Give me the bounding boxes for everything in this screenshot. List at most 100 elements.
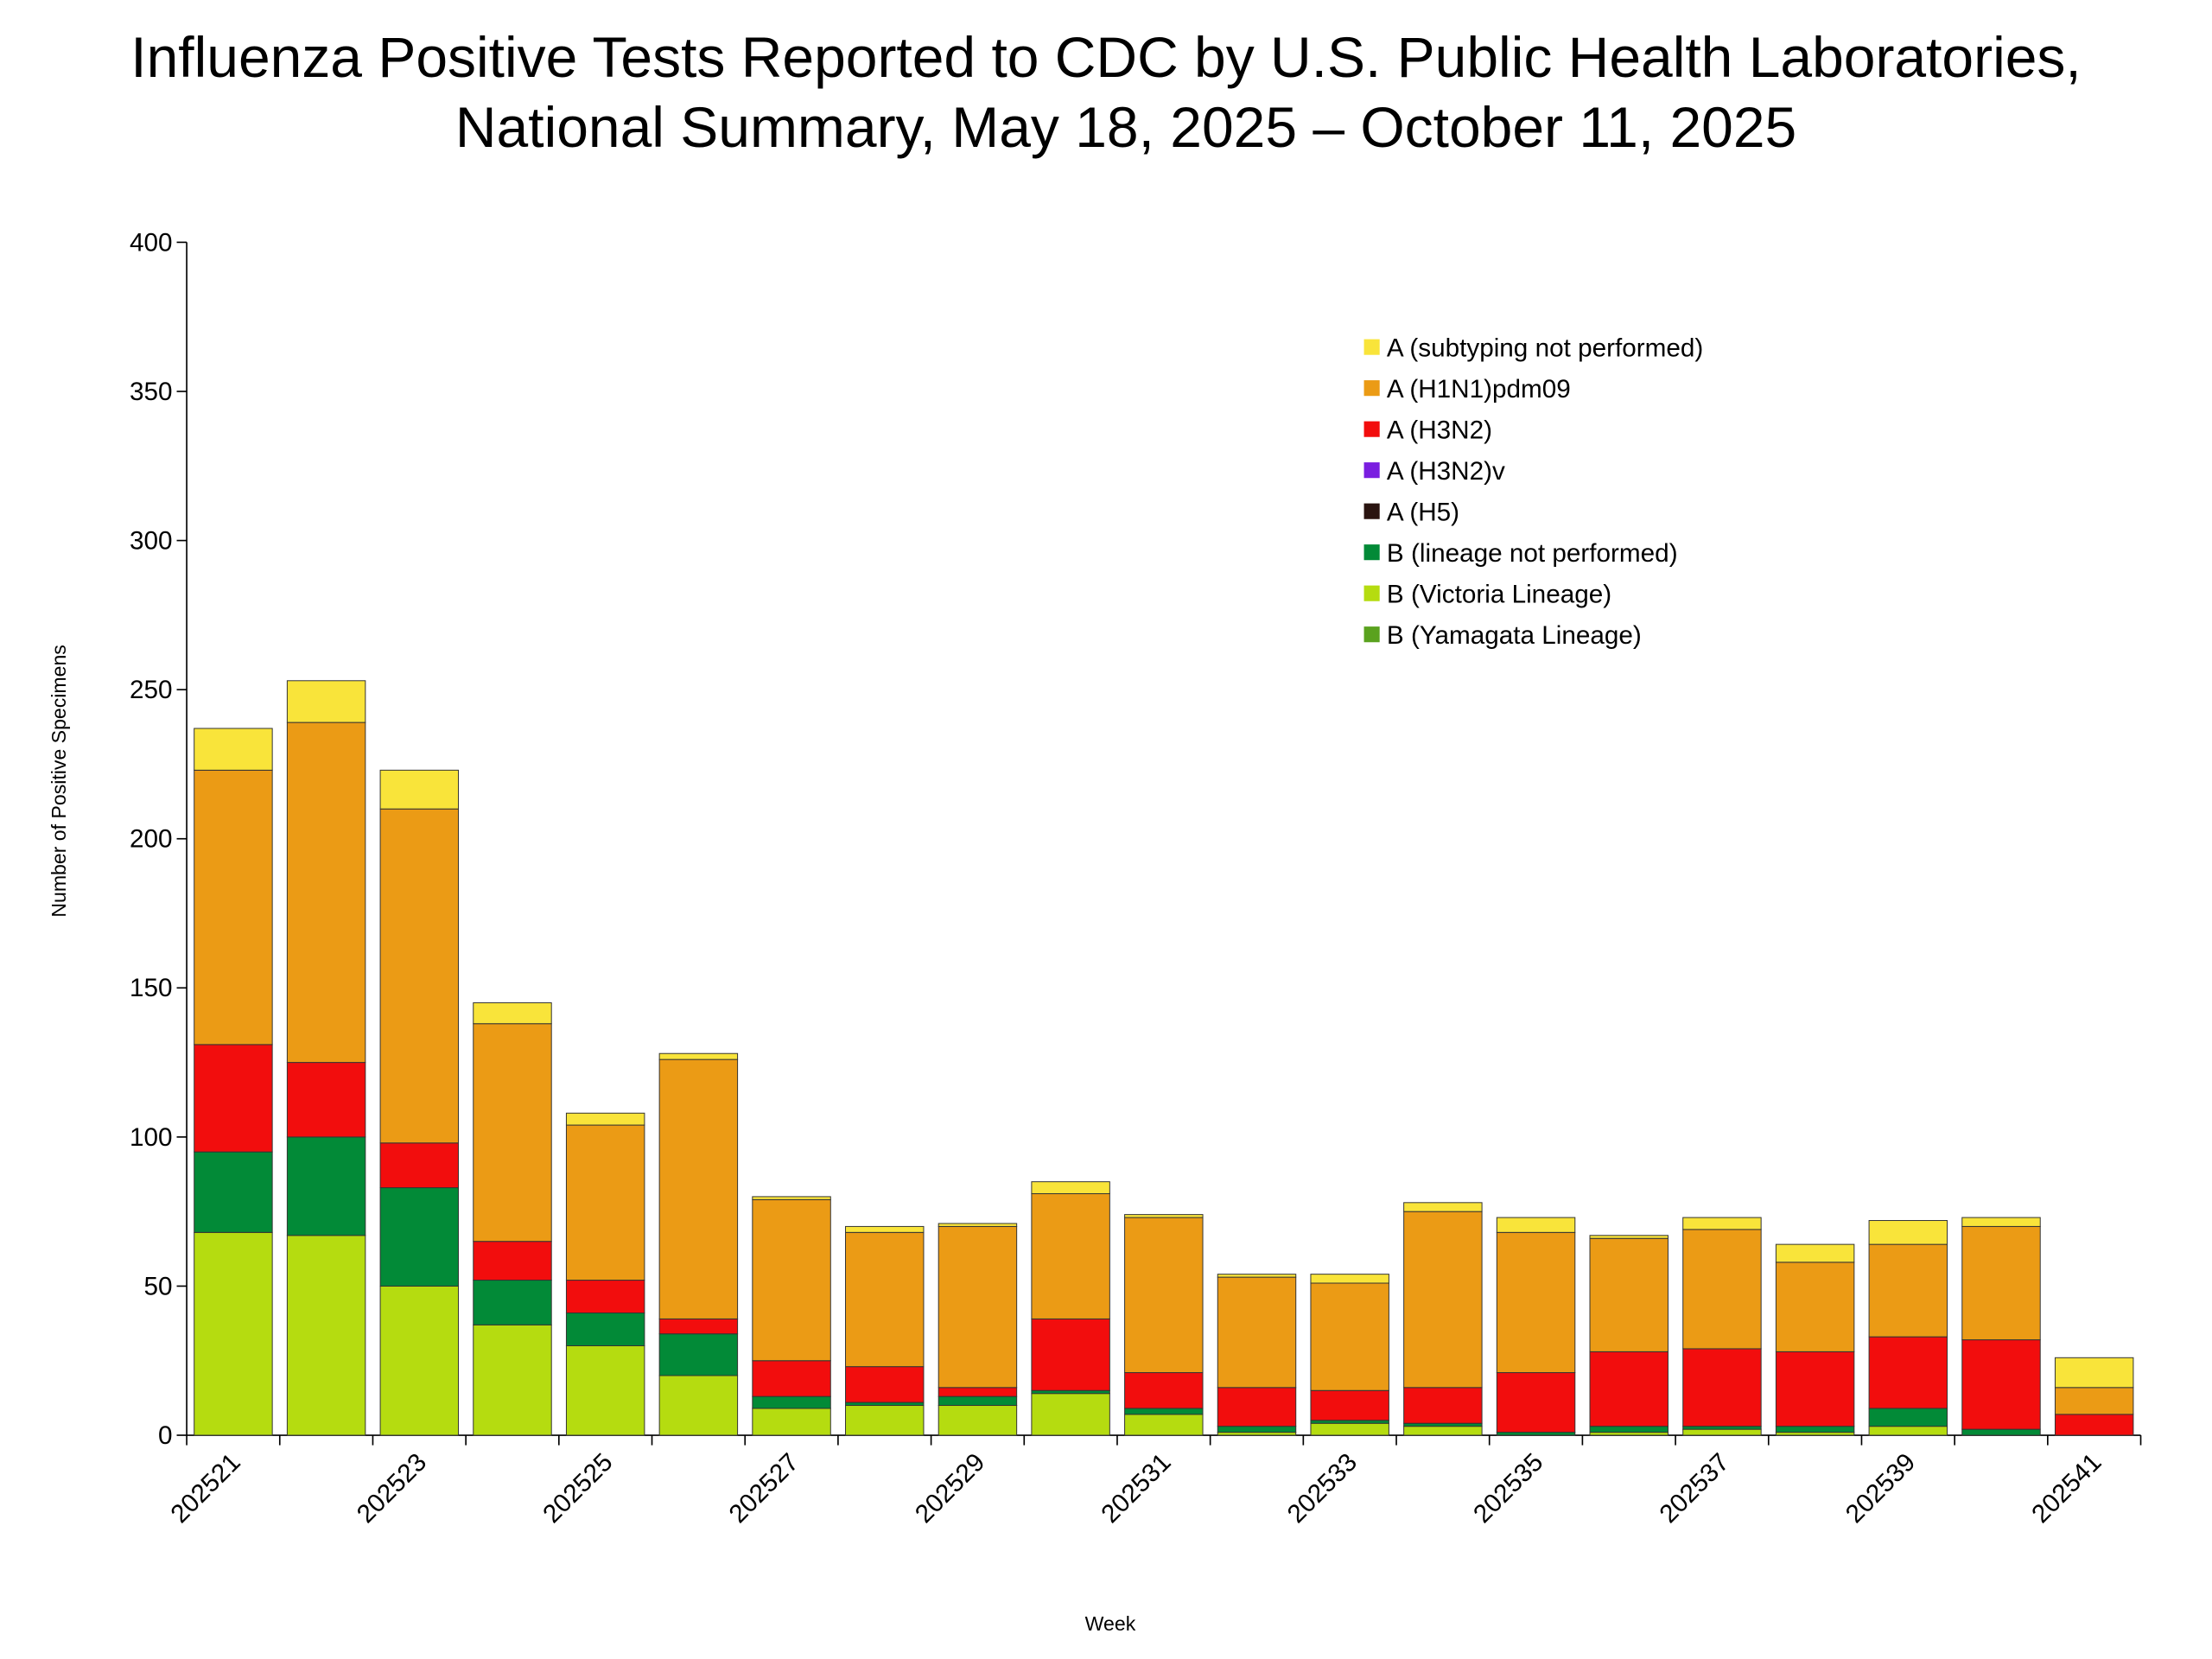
bar-segment	[1961, 1339, 2041, 1430]
bar-segment	[752, 1196, 831, 1200]
bar-segment	[1496, 1231, 1576, 1374]
bar-segment	[658, 1052, 739, 1060]
bar-segment	[2054, 1387, 2134, 1415]
bar-segment	[473, 1280, 552, 1325]
bar-segment	[1961, 1225, 2041, 1341]
bar-segment	[1403, 1422, 1483, 1427]
legend-swatch	[1363, 544, 1380, 561]
bar-segment	[1589, 1237, 1669, 1352]
y-tick-label: 50	[144, 1272, 173, 1300]
bar-segment	[2054, 1357, 2134, 1389]
bar-segment	[1775, 1262, 1855, 1352]
legend-swatch	[1363, 462, 1380, 479]
bar-segment	[1589, 1351, 1669, 1427]
y-tick-label: 350	[130, 378, 173, 406]
bar-segment	[194, 728, 273, 771]
x-tick-label: 202531	[1096, 1448, 1176, 1529]
bar-segment	[1124, 1217, 1204, 1374]
bar-segment	[1682, 1229, 1762, 1350]
legend-swatch	[1363, 339, 1380, 355]
legend-label: A (H1N1)pdm09	[1387, 375, 1571, 404]
bar-segment	[938, 1387, 1018, 1397]
bar-segment	[1868, 1220, 1948, 1245]
bar-segment	[1775, 1432, 1855, 1436]
bar-segment	[565, 1344, 645, 1436]
bar-segment	[1589, 1426, 1669, 1433]
bar-segment	[752, 1198, 831, 1362]
bar-segment	[1868, 1336, 1948, 1409]
bar-segment	[194, 1151, 273, 1233]
bar-segment	[379, 1187, 460, 1287]
bar-segment	[1403, 1211, 1483, 1389]
bar-segment	[658, 1058, 739, 1319]
bar-segment	[194, 1044, 273, 1153]
y-tick-label: 200	[130, 825, 173, 854]
legend-swatch	[1363, 380, 1380, 397]
legend-swatch	[1363, 585, 1380, 601]
bar-segment	[286, 1136, 366, 1236]
y-tick-label: 250	[130, 676, 173, 704]
bar-segment	[658, 1333, 739, 1376]
bar-segment	[845, 1405, 925, 1436]
bar-segment	[1403, 1202, 1483, 1212]
bar-segment	[565, 1313, 645, 1346]
x-tick-label: 202537	[1654, 1448, 1734, 1529]
bar-segment	[1496, 1432, 1576, 1436]
bar-segment	[473, 1023, 552, 1243]
legend-label: A (H5)	[1387, 498, 1459, 526]
bar-segment	[1124, 1214, 1204, 1218]
x-tick-label: 202533	[1282, 1448, 1363, 1529]
bar-segment	[1682, 1348, 1762, 1427]
legend-label: B (Victoria Lineage)	[1387, 580, 1611, 608]
bar-segment	[1868, 1243, 1948, 1338]
bar-segment	[379, 1142, 460, 1189]
x-tick-label: 202527	[724, 1448, 804, 1529]
bar-segment	[1310, 1389, 1389, 1421]
y-tick-label: 300	[130, 526, 173, 555]
bar-segment	[286, 680, 366, 723]
bar-segment	[938, 1223, 1018, 1227]
legend-swatch	[1363, 626, 1380, 643]
bar-segment	[473, 1002, 552, 1025]
bar-segment	[1217, 1387, 1297, 1427]
bar-segment	[1496, 1372, 1576, 1433]
bar-segment	[2054, 1414, 2134, 1436]
bar-segment	[1496, 1217, 1576, 1233]
bar-segment	[379, 808, 460, 1144]
bar-segment	[379, 769, 460, 810]
chart-title: Influenza Positive Tests Reported to CDC…	[130, 25, 2082, 89]
bar-segment	[752, 1360, 831, 1397]
bar-segment	[938, 1225, 1018, 1389]
x-tick-label: 202521	[165, 1448, 245, 1529]
legend-label: A (H3N2)	[1387, 416, 1492, 444]
bar-segment	[1868, 1408, 1948, 1427]
bar-segment	[1775, 1426, 1855, 1433]
bar-segment	[286, 721, 366, 1064]
y-axis-title: Number of Positive Specimens	[48, 645, 70, 918]
bar-segment	[1217, 1426, 1297, 1433]
bar-segment	[286, 1062, 366, 1138]
bar-segment	[1682, 1428, 1762, 1436]
bar-segment	[473, 1241, 552, 1281]
bar-segment	[473, 1324, 552, 1436]
bar-segment	[1031, 1318, 1110, 1391]
x-tick-label: 202539	[1840, 1448, 1921, 1529]
bar-segment	[658, 1375, 739, 1436]
bar-segment	[658, 1318, 739, 1335]
y-tick-label: 150	[130, 974, 173, 1002]
x-tick-label: 202523	[352, 1448, 432, 1529]
bar-segment	[938, 1405, 1018, 1436]
legend-swatch	[1363, 421, 1380, 437]
bar-segment	[1589, 1235, 1669, 1239]
bar-segment	[1403, 1426, 1483, 1436]
bar-segment	[194, 769, 273, 1046]
bar-segment	[1589, 1432, 1669, 1436]
y-tick-label: 0	[158, 1421, 173, 1450]
bar-segment	[565, 1124, 645, 1281]
bar-segment	[1682, 1217, 1762, 1230]
bar-segment	[565, 1112, 645, 1126]
bar-segment	[845, 1225, 925, 1233]
bar-segment	[752, 1395, 831, 1409]
